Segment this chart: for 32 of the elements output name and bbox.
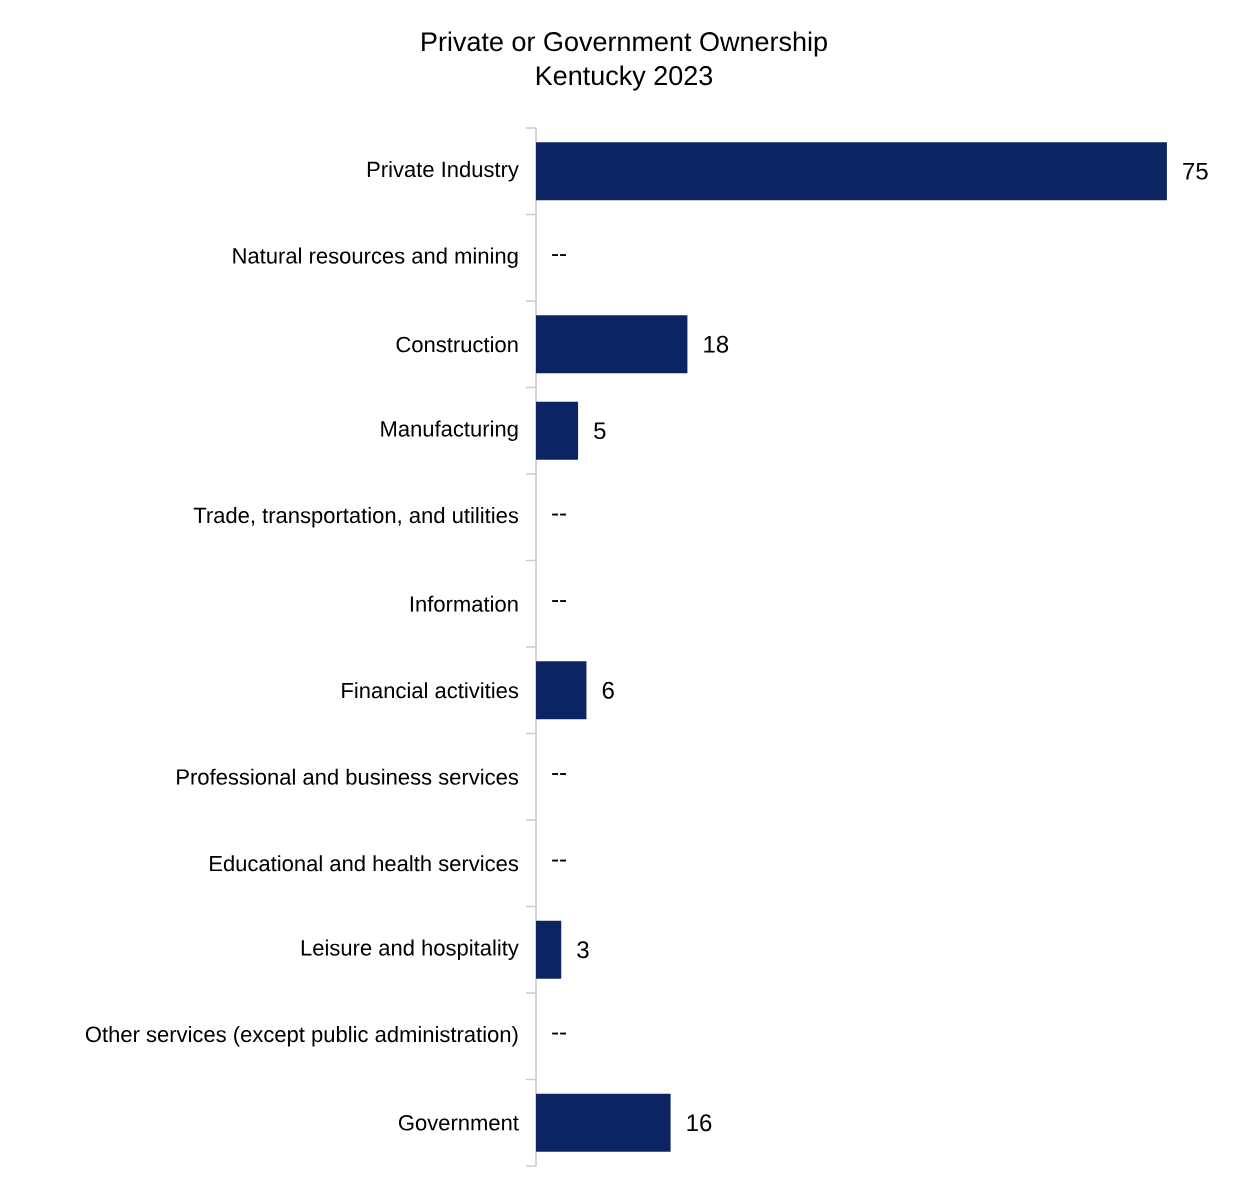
y-tick-label: Financial activities bbox=[342, 682, 519, 699]
y-tick-label: Information bbox=[410, 595, 518, 612]
text: -- bbox=[552, 254, 566, 256]
y-tick-label: Trade, transportation, and utilities bbox=[193, 507, 519, 528]
data-label: 18 bbox=[704, 335, 729, 353]
chart-title: Private or Government Ownership bbox=[422, 31, 827, 57]
text: -- bbox=[552, 1032, 566, 1035]
y-tick-label: Leisure and hospitality bbox=[301, 939, 519, 960]
data-label: 6 bbox=[602, 681, 614, 699]
data-label: 75 bbox=[1183, 162, 1208, 180]
y-tick-label: Government bbox=[398, 1114, 519, 1131]
y-tick-label: Private Industry bbox=[367, 161, 519, 182]
text: -- bbox=[552, 600, 566, 602]
data-label: 5 bbox=[594, 422, 606, 440]
y-tick-label: Educational and health services bbox=[210, 855, 519, 872]
bar bbox=[536, 920, 562, 979]
data-label: 16 bbox=[687, 1114, 712, 1132]
y-tick-label: Natural resources and mining bbox=[233, 247, 518, 268]
y-tick-label: Manufacturing bbox=[381, 420, 518, 441]
data-label: 3 bbox=[577, 941, 589, 959]
bar bbox=[536, 661, 587, 720]
y-tick-label: Construction bbox=[396, 336, 518, 353]
bar bbox=[536, 1093, 671, 1152]
text: -- bbox=[552, 859, 566, 862]
bar bbox=[536, 315, 688, 374]
bar bbox=[536, 401, 579, 460]
text: -- bbox=[552, 773, 566, 775]
y-tick-label: Professional and business services bbox=[177, 768, 519, 785]
chart-subtitle: Kentucky 2023 bbox=[536, 65, 713, 91]
y-tick-label: Other services (except public administration) bbox=[85, 1026, 518, 1047]
bar bbox=[536, 142, 1167, 201]
text: -- bbox=[552, 513, 566, 516]
